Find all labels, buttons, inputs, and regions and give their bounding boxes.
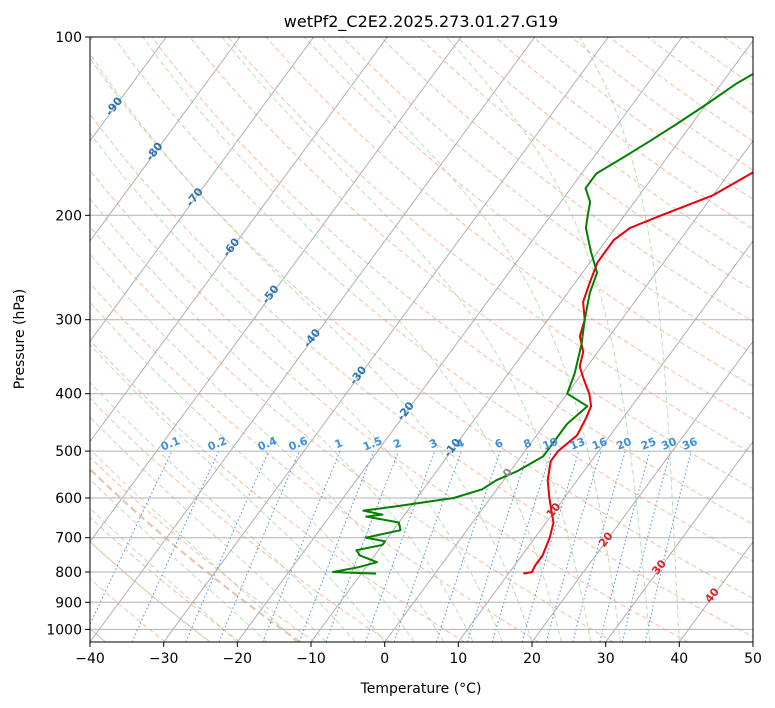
isotherm [531, 340, 753, 642]
mixing-ratio-line [572, 450, 626, 642]
moist-adiabat [579, 37, 680, 642]
isotherm [236, 37, 683, 642]
y-tick-label: 500 [55, 444, 82, 460]
isotherm [384, 139, 753, 642]
mixing-ratio-line [262, 450, 341, 642]
dry-adiabat [90, 282, 540, 642]
mixing-ratio-label: 2 [391, 436, 403, 451]
x-tick-label: 20 [523, 651, 541, 667]
isotherm [163, 37, 609, 642]
dry-adiabat [90, 225, 614, 642]
moist-adiabat [90, 253, 445, 642]
mixing-ratio-line [521, 450, 580, 642]
moist-adiabat [142, 37, 562, 642]
moist-adiabat [90, 197, 474, 642]
mixing-ratio-line [364, 450, 436, 642]
y-axis: 100 200 300 400 500 600 700 800 900 1000 [46, 30, 90, 638]
x-axis-label: Temperature (°C) [360, 681, 482, 697]
x-tick-label: −30 [149, 651, 179, 667]
mixing-ratio-label: 36 [680, 435, 699, 453]
x-tick-label: −10 [296, 651, 326, 667]
y-tick-label: 1000 [46, 622, 82, 638]
x-tick-label: 10 [449, 651, 467, 667]
isotherm [90, 37, 388, 443]
moist-adiabat [90, 132, 503, 642]
moist-adiabat [90, 381, 356, 642]
x-tick-label: 0 [380, 651, 389, 667]
mixing-ratio-line [298, 450, 375, 642]
mixing-ratio-label: 30 [660, 435, 679, 453]
mixing-ratio-line [621, 450, 671, 642]
dry-adiabat [90, 169, 689, 642]
mixing-ratio-line [218, 450, 300, 642]
x-tick-label: 40 [670, 651, 688, 667]
series-layer [332, 72, 753, 575]
moist-adiabat [321, 37, 621, 642]
dry-adiabat [90, 456, 315, 642]
mixing-ratio-line [545, 450, 602, 642]
mixing-ratio-label: 13 [568, 435, 587, 453]
moist-adiabat [445, 37, 651, 642]
dry-adiabat-highlight [90, 467, 301, 642]
y-tick-label: 200 [55, 208, 82, 224]
dry-adiabat [90, 57, 753, 599]
moist-adiabat [90, 416, 327, 642]
x-axis: −40 −30 −20 −10 0 10 20 30 40 50 [75, 642, 762, 667]
mixing-ratio-label: 1 [333, 436, 345, 451]
dry-adiabat [90, 397, 390, 642]
x-tick-label: 50 [744, 651, 762, 667]
moist-adiabat [90, 52, 533, 642]
isotherm [90, 37, 241, 242]
dry-adiabat [303, 37, 753, 387]
y-tick-label: 400 [55, 387, 82, 403]
mixing-ratio-label: 10 [541, 435, 560, 453]
reference-curve [90, 540, 211, 642]
y-tick-label: 600 [55, 491, 82, 507]
y-axis-label: Pressure (hPa) [12, 289, 28, 389]
grid-lines [90, 37, 753, 642]
mixing-ratio-label: 25 [639, 435, 658, 453]
moist-adiabat [221, 37, 592, 642]
dry-adiabat [151, 37, 753, 525]
dry-adiabat [90, 516, 241, 642]
dry-adiabat [90, 577, 166, 642]
mixing-ratio-line [491, 450, 553, 642]
dewpoint-profile [332, 72, 753, 575]
mixing-ratio-label: 8 [522, 436, 534, 451]
isotherm [90, 37, 536, 642]
x-tick-label: −40 [75, 651, 105, 667]
chart-title: wetPf2_C2E2.2025.273.01.27.G19 [284, 12, 558, 32]
mixing-ratio-label: 3 [428, 436, 440, 451]
x-tick-label: 30 [597, 651, 615, 667]
mixing-ratio-label: 16 [590, 435, 609, 453]
y-tick-label: 800 [55, 565, 82, 581]
mixing-ratio-label: 20 [614, 435, 633, 453]
mixing-ratio-line [325, 450, 400, 642]
mixing-ratio-line [467, 450, 530, 642]
isotherm [90, 37, 315, 343]
y-tick-label: 300 [55, 313, 82, 329]
dry-adiabat [90, 339, 465, 642]
y-tick-label: 900 [55, 595, 82, 611]
moist-adiabat [90, 301, 415, 642]
background-lines [90, 37, 753, 642]
dry-adiabat [189, 37, 753, 490]
y-tick-label: 100 [55, 30, 82, 46]
y-tick-label: 700 [55, 531, 82, 547]
isotherm [90, 37, 167, 142]
plot-background [90, 37, 753, 642]
plot-frame [89, 36, 754, 643]
mixing-ratio-line [435, 450, 501, 642]
x-tick-label: −20 [223, 651, 253, 667]
mixing-ratio-line [599, 450, 651, 642]
temperature-profile [523, 170, 753, 575]
isotherm [605, 440, 753, 642]
moist-adiabat [90, 448, 297, 642]
dry-adiabat [342, 37, 753, 355]
isotherm [457, 240, 753, 642]
mixing-ratio-line [185, 450, 270, 642]
